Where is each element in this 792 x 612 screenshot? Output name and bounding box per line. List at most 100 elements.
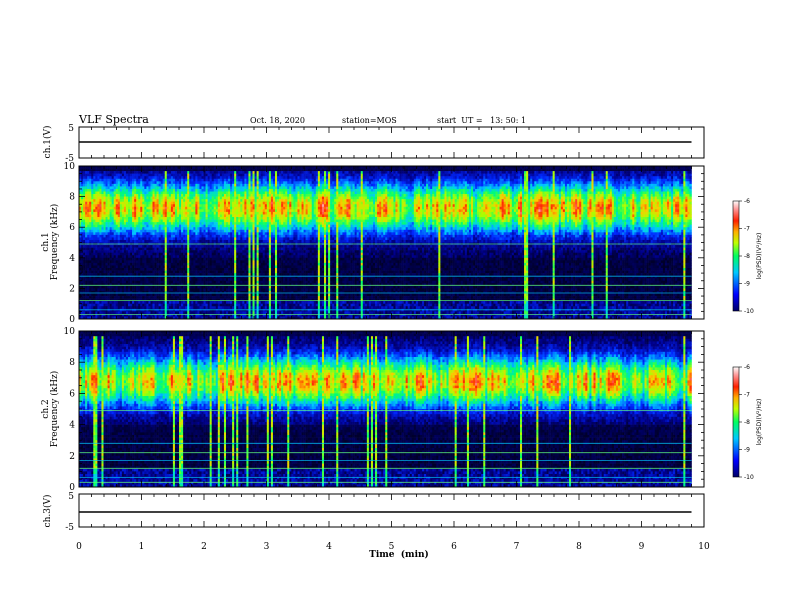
spectrogram-cell xyxy=(81,206,84,210)
spectrogram-cell xyxy=(238,247,241,251)
spectrogram-cell xyxy=(105,280,108,284)
spectrogram-cell xyxy=(236,229,239,233)
spectrogram-cell xyxy=(172,316,176,319)
spectrogram-cell xyxy=(158,285,161,289)
spectrogram-cell xyxy=(148,275,151,279)
spectrogram-cell xyxy=(221,296,225,299)
spectrogram-cell xyxy=(107,275,110,279)
spectrogram-cell xyxy=(156,245,159,248)
spectrogram-cell xyxy=(158,268,161,271)
spectrogram-cell xyxy=(91,257,94,261)
spectrogram-cell xyxy=(142,214,145,218)
spectrogram-cell xyxy=(236,171,239,174)
spectrogram-cell xyxy=(132,247,135,251)
spectrogram-cell xyxy=(121,186,125,190)
spectrogram-cell xyxy=(181,308,184,312)
spectrogram-cell xyxy=(193,181,196,185)
spectrogram-cell xyxy=(148,211,151,215)
spectrogram-cell xyxy=(152,308,155,312)
spectrogram-cell xyxy=(197,188,200,192)
spectrogram-cell xyxy=(244,199,247,202)
spectrogram-cell xyxy=(226,194,229,197)
spectrogram-cell xyxy=(146,178,149,182)
spectrogram-cell xyxy=(132,199,135,202)
spectrogram-cell xyxy=(115,194,119,197)
spectrogram-cell xyxy=(93,194,96,197)
spectrogram-cell xyxy=(226,311,229,315)
spectrogram-cell xyxy=(154,201,157,205)
spectrogram-cell xyxy=(89,234,92,238)
spectrogram-cell xyxy=(105,290,108,294)
spectrogram-cell xyxy=(123,181,127,185)
spectrogram-cell xyxy=(91,273,94,276)
spectrogram-cell xyxy=(93,201,96,205)
spectrogram-cell xyxy=(234,239,237,243)
spectrogram-cell xyxy=(242,262,245,266)
spectrogram-cell xyxy=(238,303,241,307)
spectrogram-cell xyxy=(201,166,204,169)
spectrogram-cell xyxy=(160,191,164,195)
spectrogram-cell xyxy=(103,183,106,187)
spectrogram-cell xyxy=(117,222,121,225)
spectrogram-cell xyxy=(207,311,210,315)
spectrogram-cell xyxy=(119,237,123,241)
spectrogram-cell xyxy=(144,206,147,210)
spectrogram-cell xyxy=(85,173,88,177)
spectrogram-cell xyxy=(228,303,231,307)
spectrogram-cell xyxy=(103,283,106,287)
spectrogram-cell xyxy=(132,239,135,243)
spectrogram-cell xyxy=(193,290,196,294)
spectrogram-cell xyxy=(117,273,121,276)
spectrogram-cell xyxy=(150,176,153,180)
spectrogram-cell xyxy=(221,171,225,174)
spectrogram-cell xyxy=(162,290,166,294)
spectrogram-cell xyxy=(211,273,215,276)
spectrogram-cell xyxy=(226,224,229,228)
spectrogram-cell xyxy=(170,204,174,208)
spectrogram-cell xyxy=(95,234,98,238)
spectrogram-cell xyxy=(144,311,147,315)
spectrogram-cell xyxy=(121,288,125,292)
spectrogram-cell xyxy=(160,257,164,261)
spectrogram-cell xyxy=(87,214,90,218)
spectrogram-cell xyxy=(179,199,182,202)
spectrogram-cell xyxy=(242,219,245,223)
spectrogram-cell xyxy=(164,234,168,238)
spectrogram-cell xyxy=(181,257,184,261)
spectrogram-cell xyxy=(134,301,137,304)
spectrogram-cell xyxy=(189,219,192,223)
spectrogram-cell xyxy=(123,316,127,319)
spectrogram-cell xyxy=(213,308,217,312)
spectrogram-cell xyxy=(142,181,145,185)
spectrogram-cell xyxy=(160,270,164,274)
spectrogram-cell xyxy=(117,168,121,172)
spectrogram-cell xyxy=(128,206,131,210)
spectrogram-cell xyxy=(183,194,186,197)
spectrogram-cell xyxy=(162,283,166,287)
spectrogram-cell xyxy=(99,303,102,307)
spectrogram-cell xyxy=(101,283,104,287)
spectrogram-cell xyxy=(215,206,219,210)
spectrogram-cell xyxy=(136,306,139,310)
spectrogram-cell xyxy=(244,206,247,210)
spectrogram-cell xyxy=(91,290,94,294)
spectrogram-cell xyxy=(172,280,176,284)
spectrogram-cell xyxy=(166,250,170,253)
spectrogram-cell xyxy=(183,316,186,319)
spectrogram-cell xyxy=(150,166,153,169)
spectrogram-cell xyxy=(240,171,243,174)
spectrogram-cell xyxy=(166,280,170,284)
spectrogram-cell xyxy=(162,298,166,302)
spectrogram-cell xyxy=(99,176,102,180)
spectrogram-cell xyxy=(162,247,166,251)
spectrogram-cell xyxy=(238,278,241,282)
spectrogram-cell xyxy=(79,301,82,304)
spectrogram-cell xyxy=(242,194,245,197)
spectrogram-cell xyxy=(123,204,127,208)
spectrogram-cell xyxy=(162,166,166,169)
spectrogram-cell xyxy=(209,285,213,289)
spectrogram-cell xyxy=(123,173,127,177)
spectrogram-cell xyxy=(177,171,180,174)
spectrogram-cell xyxy=(166,186,170,190)
spectrogram-cell xyxy=(211,206,215,210)
